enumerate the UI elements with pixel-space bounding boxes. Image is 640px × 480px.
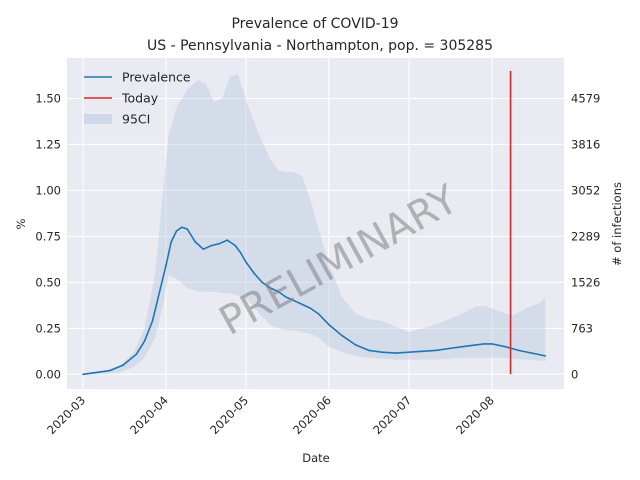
y-tick-label: 0.75 (35, 229, 61, 243)
legend-ci-label: 95CI (122, 112, 150, 127)
y2-tick-label: 4579 (571, 91, 600, 105)
legend-ci-swatch (84, 114, 112, 124)
grid-lines (67, 58, 564, 389)
y-tick-label: 1.25 (35, 137, 61, 151)
prevalence-point (170, 241, 172, 243)
y-axis-ticks: 0.00 0.25 0.50 0.75 1.00 1.25 1.50 (35, 91, 61, 381)
prevalence-point (186, 228, 188, 230)
prevalence-point (181, 226, 183, 228)
x-tick-label: 2020-04 (127, 393, 171, 437)
prevalence-point (159, 287, 162, 289)
prevalence-line (82, 226, 546, 376)
prevalence-point (226, 239, 229, 241)
chart-title-line1: Prevalence of COVID-19 (231, 16, 398, 32)
x-tick-label: 2020-03 (44, 393, 88, 437)
prevalence-point (194, 241, 197, 243)
x-tick-label: 2020-06 (290, 393, 334, 437)
x-tick-label: 2020-07 (370, 393, 414, 437)
prevalence-point (461, 345, 464, 348)
y2-tick-label: 3052 (571, 183, 600, 197)
y2-tick-label: 3816 (571, 137, 600, 151)
prevalence-point (483, 343, 485, 345)
prevalence-point (293, 299, 295, 302)
prevalence-point (210, 244, 213, 247)
prevalence-point (122, 364, 124, 366)
prevalence-point (448, 347, 450, 350)
prevalence-point (165, 265, 167, 267)
plot-area (67, 58, 564, 389)
legend-today-label: Today (121, 91, 159, 106)
y-tick-label: 1.00 (35, 183, 61, 197)
x-axis-label: Date (302, 451, 330, 465)
y2-tick-label: 763 (571, 321, 593, 335)
prevalence-point (151, 320, 154, 322)
prevalence-point (504, 345, 507, 348)
prevalence-point (328, 323, 330, 326)
chart-title-line2: US - Pennsylvania - Northampton, pop. = … (147, 38, 493, 54)
prevalence-point (381, 351, 384, 354)
legend-prevalence-label: Prevalence (122, 70, 191, 85)
prevalence-point (368, 349, 370, 352)
x-tick-label: 2020-05 (207, 393, 251, 437)
prevalence-point (135, 353, 138, 355)
prevalence-point (354, 344, 357, 346)
prevalence-point (261, 281, 263, 284)
y2-tick-label: 2289 (571, 229, 600, 243)
prevalence-point (301, 303, 303, 306)
prevalence-point (277, 290, 279, 293)
x-axis-ticks: 2020-03 2020-04 2020-05 2020-06 2020-07 2020-… (44, 393, 497, 437)
prevalence-point (421, 350, 424, 353)
y2-tick-label: 1526 (571, 275, 600, 289)
prevalence-point (95, 371, 98, 374)
prevalence-point (175, 230, 178, 232)
y-tick-label: 1.50 (35, 91, 61, 105)
y-tick-label: 0.25 (35, 321, 61, 335)
prevalence-point (245, 261, 247, 263)
y2-axis-label: # of infections (610, 182, 624, 266)
y2-axis-ticks: 0 763 1526 2289 3052 3816 4579 (571, 91, 600, 381)
prevalence-point (434, 349, 437, 352)
prevalence-point (234, 244, 237, 247)
prevalence-point (109, 369, 111, 372)
prevalence-point (408, 351, 410, 354)
y-axis-label: % (14, 218, 28, 229)
prevalence-point (317, 312, 320, 315)
prevalence-point (517, 349, 520, 352)
prevalence-point (253, 272, 255, 274)
y-tick-label: 0.00 (35, 367, 61, 381)
prevalence-point (394, 352, 397, 354)
y-tick-label: 0.50 (35, 275, 61, 289)
prevalence-point (218, 242, 221, 245)
prevalence-point (341, 334, 344, 337)
prevalence-point (269, 287, 271, 289)
prevalence-point (544, 355, 547, 357)
prevalence-point (491, 343, 493, 345)
y2-tick-label: 0 (571, 367, 578, 381)
ci-band (83, 74, 546, 375)
prevalence-point (531, 352, 533, 354)
legend: Prevalence Today 95CI (84, 70, 191, 127)
prevalence-point (309, 307, 312, 309)
prevalence-point (239, 252, 242, 254)
prevalence-point (82, 373, 84, 376)
x-tick-label: 2020-08 (453, 393, 497, 437)
prevalence-point (143, 340, 146, 343)
prevalence-point (285, 296, 287, 298)
prevalence-points (82, 226, 547, 376)
prevalence-point (202, 248, 205, 250)
prevalence-point (475, 344, 477, 346)
